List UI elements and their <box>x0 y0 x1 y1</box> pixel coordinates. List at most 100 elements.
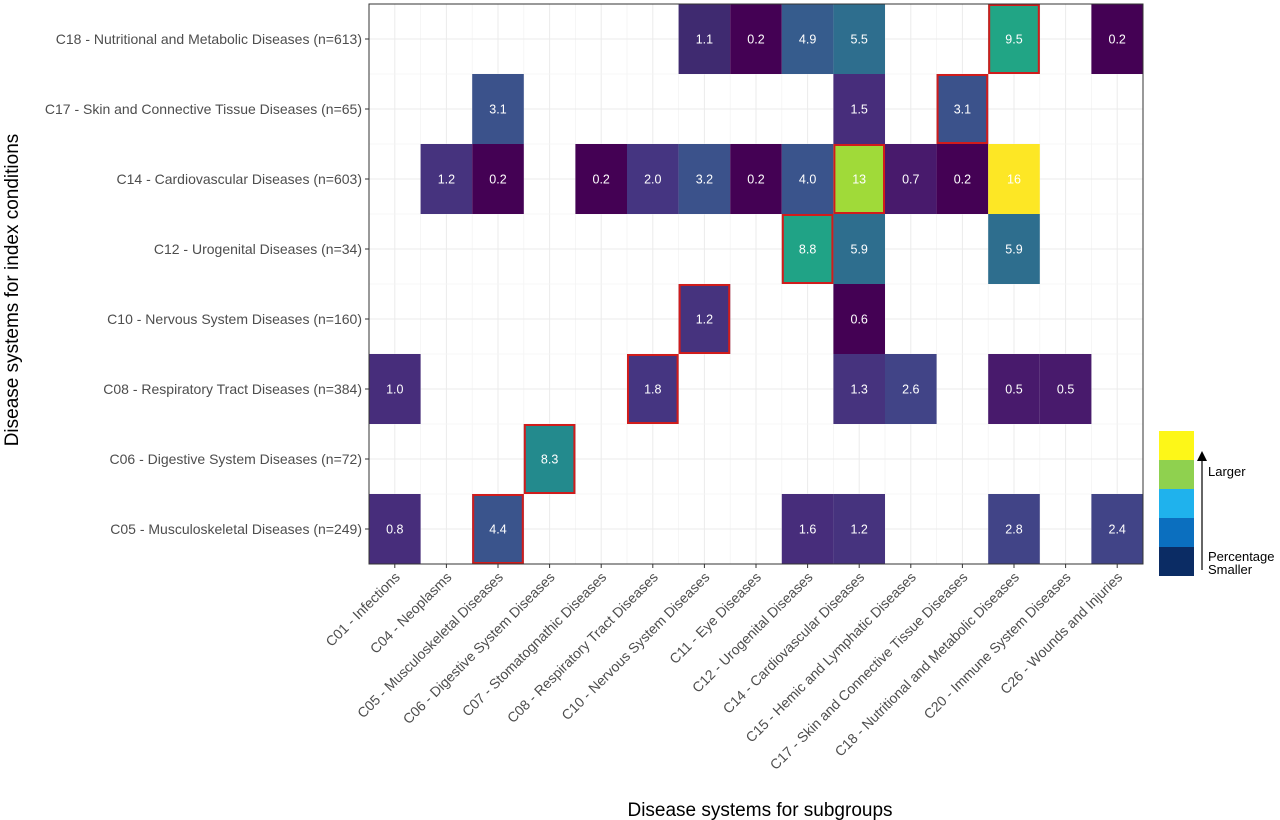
cell-value-label: 0.5 <box>1057 383 1074 397</box>
cell-value-label: 1.2 <box>696 313 713 327</box>
cell-value-label: 1.2 <box>438 173 455 187</box>
y-tick-label: C06 - Digestive System Diseases (n=72) <box>110 451 363 467</box>
legend-title-line-2: Smaller <box>1208 562 1253 577</box>
cell-value-label: 2.4 <box>1109 523 1126 537</box>
y-tick-label: C10 - Nervous System Diseases (n=160) <box>107 311 362 327</box>
heatmap-cell <box>730 144 782 214</box>
cell-value-label: 9.5 <box>1005 33 1022 47</box>
cell-value-label: 2.0 <box>644 173 661 187</box>
x-tick-label: C11 - Eye Diseases <box>666 569 764 667</box>
cell-value-label: 4.4 <box>489 523 506 537</box>
y-tick-label: C14 - Cardiovascular Diseases (n=603) <box>117 171 363 187</box>
cell-value-label: 8.3 <box>541 453 558 467</box>
heatmap-cell <box>369 494 421 564</box>
cell-value-label: 1.5 <box>851 103 868 117</box>
heatmap-cell <box>988 494 1040 564</box>
cell-value-label: 3.1 <box>489 103 506 117</box>
heatmap-cell <box>1091 4 1143 74</box>
highlight-cell-border <box>472 494 524 564</box>
legend-title-line-1: Percentage <box>1208 549 1275 564</box>
heatmap-cell <box>781 144 834 214</box>
heatmap-cell <box>678 284 731 354</box>
cell-value-label: 13 <box>852 173 866 187</box>
heatmap-cell <box>833 144 885 214</box>
legend-larger-label: Larger <box>1208 464 1246 479</box>
heatmap-cell <box>1039 354 1092 424</box>
heatmap-cell <box>627 354 679 424</box>
highlight-borders <box>472 4 1040 564</box>
heatmap-cell <box>420 144 473 214</box>
highlight-cell-border <box>627 354 679 424</box>
heatmap-cell <box>472 494 524 564</box>
cell-value-label: 0.2 <box>747 173 764 187</box>
cell-value-label: 0.7 <box>902 173 919 187</box>
cell-value-labels: 1.1 0.2 4.9 5.5 9.5 0.2 3.1 1.5 3.1 1.2 0.2 0.2 2.0 3… <box>386 33 1126 537</box>
legend-swatch <box>1159 489 1194 518</box>
heatmap-cell <box>885 144 937 214</box>
cell-value-label: 1.8 <box>644 383 661 397</box>
y-tick-labels: C18 - Nutritional and Metabolic Diseases… <box>45 31 369 537</box>
highlight-cell-border <box>781 214 834 284</box>
cell-value-label: 3.2 <box>696 173 713 187</box>
heatmap-cell <box>575 144 627 214</box>
heatmap-cell <box>936 144 989 214</box>
heatmap-cell <box>833 494 885 564</box>
y-tick-label: C08 - Respiratory Tract Diseases (n=384) <box>103 381 362 397</box>
highlight-cell-border <box>988 4 1040 74</box>
cell-value-label: 1.2 <box>851 523 868 537</box>
cell-value-label: 0.5 <box>1005 383 1022 397</box>
x-axis-title: Disease systems for subgroups <box>627 800 892 820</box>
cell-value-label: 1.1 <box>696 33 713 47</box>
legend-swatch <box>1159 460 1194 489</box>
cell-value-label: 0.8 <box>386 523 403 537</box>
cell-value-label: 3.1 <box>954 103 971 117</box>
cell-value-label: 0.2 <box>593 173 610 187</box>
heatmap-cell <box>678 4 731 74</box>
heatmap-cell <box>369 354 421 424</box>
cell-value-label: 4.9 <box>799 33 816 47</box>
highlight-cell-border <box>936 74 989 144</box>
heatmap-cells <box>369 4 1143 564</box>
cell-value-label: 4.0 <box>799 173 816 187</box>
cell-value-label: 16 <box>1007 173 1021 187</box>
heatmap-cell <box>781 4 834 74</box>
heatmap-cell <box>472 144 524 214</box>
y-tick-label: C12 - Urogenital Diseases (n=34) <box>154 241 362 257</box>
heatmap-cell <box>678 144 731 214</box>
x-tick-label: C18 - Nutritional and Metabolic Diseases <box>831 569 1022 760</box>
heatmap-cell <box>885 354 937 424</box>
highlight-cell-border <box>833 144 886 214</box>
x-tick-label: C17 - Skin and Connective Tissue Disease… <box>767 569 971 773</box>
heatmap-cell <box>833 4 885 74</box>
highlight-cell-border <box>523 424 576 494</box>
cell-value-label: 2.8 <box>1005 523 1022 537</box>
heatmap-cell <box>988 354 1040 424</box>
heatmap-cell <box>523 424 576 494</box>
cell-value-label: 0.2 <box>1109 33 1126 47</box>
legend-arrow-head-icon <box>1197 451 1207 461</box>
heatmap-cell <box>730 4 782 74</box>
heatmap-cell <box>1091 494 1143 564</box>
heatmap-cell <box>781 214 834 284</box>
color-legend: Larger Percentage Smaller <box>1159 431 1275 577</box>
y-tick-label: C05 - Musculoskeletal Diseases (n=249) <box>110 521 362 537</box>
heatmap-cell <box>988 4 1040 74</box>
heatmap-cell <box>988 144 1040 214</box>
y-axis-title: Disease systems for index conditions <box>2 134 23 447</box>
heatmap-cell <box>833 214 885 284</box>
y-tick-label: C17 - Skin and Connective Tissue Disease… <box>45 101 362 117</box>
cell-value-label: 5.9 <box>1005 243 1022 257</box>
cell-value-label: 5.9 <box>851 243 868 257</box>
legend-swatch <box>1159 518 1194 547</box>
cell-value-label: 1.0 <box>386 383 403 397</box>
highlight-cell-border <box>678 284 731 354</box>
cell-value-label: 0.2 <box>954 173 971 187</box>
cell-value-label: 5.5 <box>851 33 868 47</box>
cell-value-label: 0.6 <box>851 313 868 327</box>
heatmap-cell <box>781 494 834 564</box>
cell-value-label: 1.3 <box>851 383 868 397</box>
y-tick-label: C18 - Nutritional and Metabolic Diseases… <box>56 31 362 47</box>
cell-value-label: 1.6 <box>799 523 816 537</box>
